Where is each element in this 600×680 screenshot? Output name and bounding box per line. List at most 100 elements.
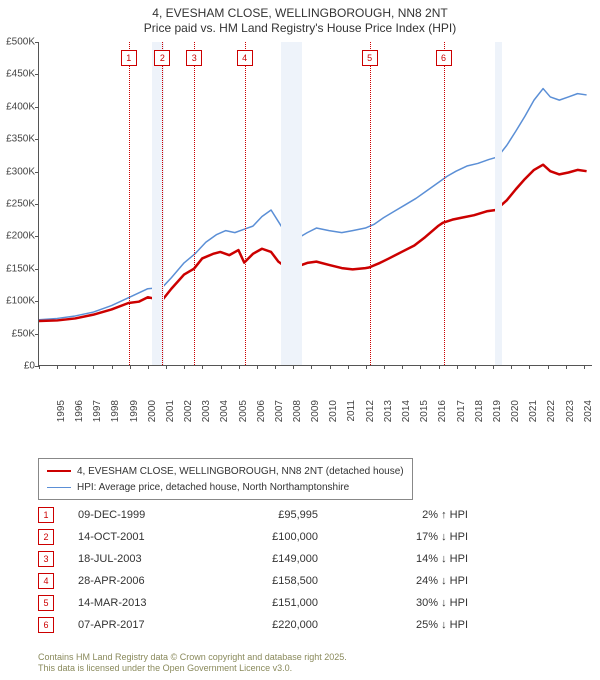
sale-marker-line <box>245 42 246 365</box>
sale-marker-box: 2 <box>154 50 170 66</box>
sale-row-price: £149,000 <box>208 553 358 565</box>
sale-row: 2 14-OCT-2001£100,00017% ↓ HPI <box>38 526 468 548</box>
sale-row-price: £158,500 <box>208 575 358 587</box>
x-tick-label: 2007 <box>274 400 285 422</box>
x-tick-label: 2014 <box>401 400 412 422</box>
footer-line-2: This data is licensed under the Open Gov… <box>38 663 347 674</box>
sale-row-diff: 14% ↓ HPI <box>358 553 468 565</box>
x-tick-label: 2019 <box>492 400 503 422</box>
x-tick-label: 2001 <box>165 400 176 422</box>
sales-table: 109-DEC-1999£95,9952% ↑ HPI214-OCT-2001£… <box>38 504 468 636</box>
sale-marker-line <box>370 42 371 365</box>
sale-row-date: 28-APR-2006 <box>78 575 208 587</box>
sale-row-diff: 25% ↓ HPI <box>358 619 468 631</box>
sale-row-price: £100,000 <box>208 531 358 543</box>
x-tick-label: 2023 <box>564 400 575 422</box>
plot-region: 123456£0£50K£100K£150K£200K£250K£300K£35… <box>38 42 592 366</box>
x-tick-label: 2003 <box>201 400 212 422</box>
title-line-2: Price paid vs. HM Land Registry's House … <box>0 21 600 36</box>
series-line-hpi <box>39 89 587 320</box>
sale-row-num: 5 <box>38 595 54 611</box>
sale-row-diff: 30% ↓ HPI <box>358 597 468 609</box>
sale-marker-line <box>129 42 130 365</box>
sale-row: 607-APR-2017£220,00025% ↓ HPI <box>38 614 468 636</box>
sale-marker-box: 3 <box>186 50 202 66</box>
x-tick-label: 2004 <box>219 400 230 422</box>
sale-row-date: 09-DEC-1999 <box>78 509 208 521</box>
sale-row-date: 18-JUL-2003 <box>78 553 208 565</box>
sale-row-diff: 24% ↓ HPI <box>358 575 468 587</box>
sale-row-date: 14-MAR-2013 <box>78 597 208 609</box>
y-tick-label: £350K <box>1 134 35 145</box>
footer-line-1: Contains HM Land Registry data © Crown c… <box>38 652 347 663</box>
sale-row-diff: 17% ↓ HPI <box>358 531 468 543</box>
y-tick-label: £300K <box>1 166 35 177</box>
y-tick-label: £450K <box>1 69 35 80</box>
series-line-property <box>39 165 587 321</box>
y-tick-label: £200K <box>1 231 35 242</box>
x-tick-label: 1995 <box>56 400 67 422</box>
y-tick-label: £150K <box>1 263 35 274</box>
legend-row-hpi: HPI: Average price, detached house, Nort… <box>47 479 404 495</box>
sale-row-price: £151,000 <box>208 597 358 609</box>
chart-title-block: 4, EVESHAM CLOSE, WELLINGBOROUGH, NN8 2N… <box>0 0 600 36</box>
sale-marker-line <box>444 42 445 365</box>
sale-marker-box: 5 <box>362 50 378 66</box>
sale-marker-box: 6 <box>436 50 452 66</box>
x-tick-label: 2009 <box>310 400 321 422</box>
x-tick-label: 2024 <box>583 400 594 422</box>
x-tick-label: 2008 <box>292 400 303 422</box>
series-lines <box>39 42 592 365</box>
x-tick-label: 1999 <box>128 400 139 422</box>
x-tick-label: 2020 <box>510 400 521 422</box>
y-tick-label: £250K <box>1 199 35 210</box>
sale-row: 5 14-MAR-2013£151,00030% ↓ HPI <box>38 592 468 614</box>
sale-marker-box: 1 <box>121 50 137 66</box>
x-tick-label: 2015 <box>419 400 430 422</box>
x-tick-label: 2002 <box>183 400 194 422</box>
x-tick-label: 1996 <box>74 400 85 422</box>
sale-row-date: 07-APR-2017 <box>78 619 208 631</box>
x-tick-label: 2021 <box>528 400 539 422</box>
x-tick-label: 2010 <box>328 400 339 422</box>
sale-row: 1 09-DEC-1999£95,9952% ↑ HPI <box>38 504 468 526</box>
sale-row-num: 1 <box>38 507 54 523</box>
y-tick-label: £400K <box>1 101 35 112</box>
sale-row-diff: 2% ↑ HPI <box>358 509 468 521</box>
x-tick-label: 1998 <box>110 400 121 422</box>
x-tick-label: 2006 <box>256 400 267 422</box>
y-tick-label: £50K <box>1 328 35 339</box>
sale-row-num: 6 <box>38 617 54 633</box>
x-tick-label: 2000 <box>147 400 158 422</box>
sale-row: 4 28-APR-2006£158,50024% ↓ HPI <box>38 570 468 592</box>
sale-row-price: £95,995 <box>208 509 358 521</box>
x-tick-label: 2013 <box>383 400 394 422</box>
x-tick-label: 2005 <box>237 400 248 422</box>
x-tick-label: 2018 <box>474 400 485 422</box>
sale-marker-line <box>194 42 195 365</box>
recession-band <box>281 42 303 365</box>
recession-band <box>495 42 502 365</box>
x-tick-label: 2017 <box>455 400 466 422</box>
footer: Contains HM Land Registry data © Crown c… <box>38 652 347 675</box>
sale-row-num: 2 <box>38 529 54 545</box>
legend: 4, EVESHAM CLOSE, WELLINGBOROUGH, NN8 2N… <box>38 458 413 500</box>
x-tick-label: 2012 <box>365 400 376 422</box>
legend-swatch-property <box>47 470 71 472</box>
legend-row-property: 4, EVESHAM CLOSE, WELLINGBOROUGH, NN8 2N… <box>47 463 404 479</box>
sale-row-date: 14-OCT-2001 <box>78 531 208 543</box>
x-tick-label: 2016 <box>437 400 448 422</box>
y-tick-label: £500K <box>1 37 35 48</box>
sale-row-num: 3 <box>38 551 54 567</box>
sale-marker-box: 4 <box>237 50 253 66</box>
y-tick-label: £100K <box>1 296 35 307</box>
sale-row-num: 4 <box>38 573 54 589</box>
legend-label-property: 4, EVESHAM CLOSE, WELLINGBOROUGH, NN8 2N… <box>77 466 404 477</box>
y-tick-label: £0 <box>1 361 35 372</box>
sale-marker-line <box>162 42 163 365</box>
x-tick-label: 2011 <box>346 400 357 422</box>
title-line-1: 4, EVESHAM CLOSE, WELLINGBOROUGH, NN8 2N… <box>0 6 600 21</box>
sale-row: 3 18-JUL-2003£149,00014% ↓ HPI <box>38 548 468 570</box>
chart-area: 123456£0£50K£100K£150K£200K£250K£300K£35… <box>38 42 592 412</box>
legend-label-hpi: HPI: Average price, detached house, Nort… <box>77 482 349 493</box>
